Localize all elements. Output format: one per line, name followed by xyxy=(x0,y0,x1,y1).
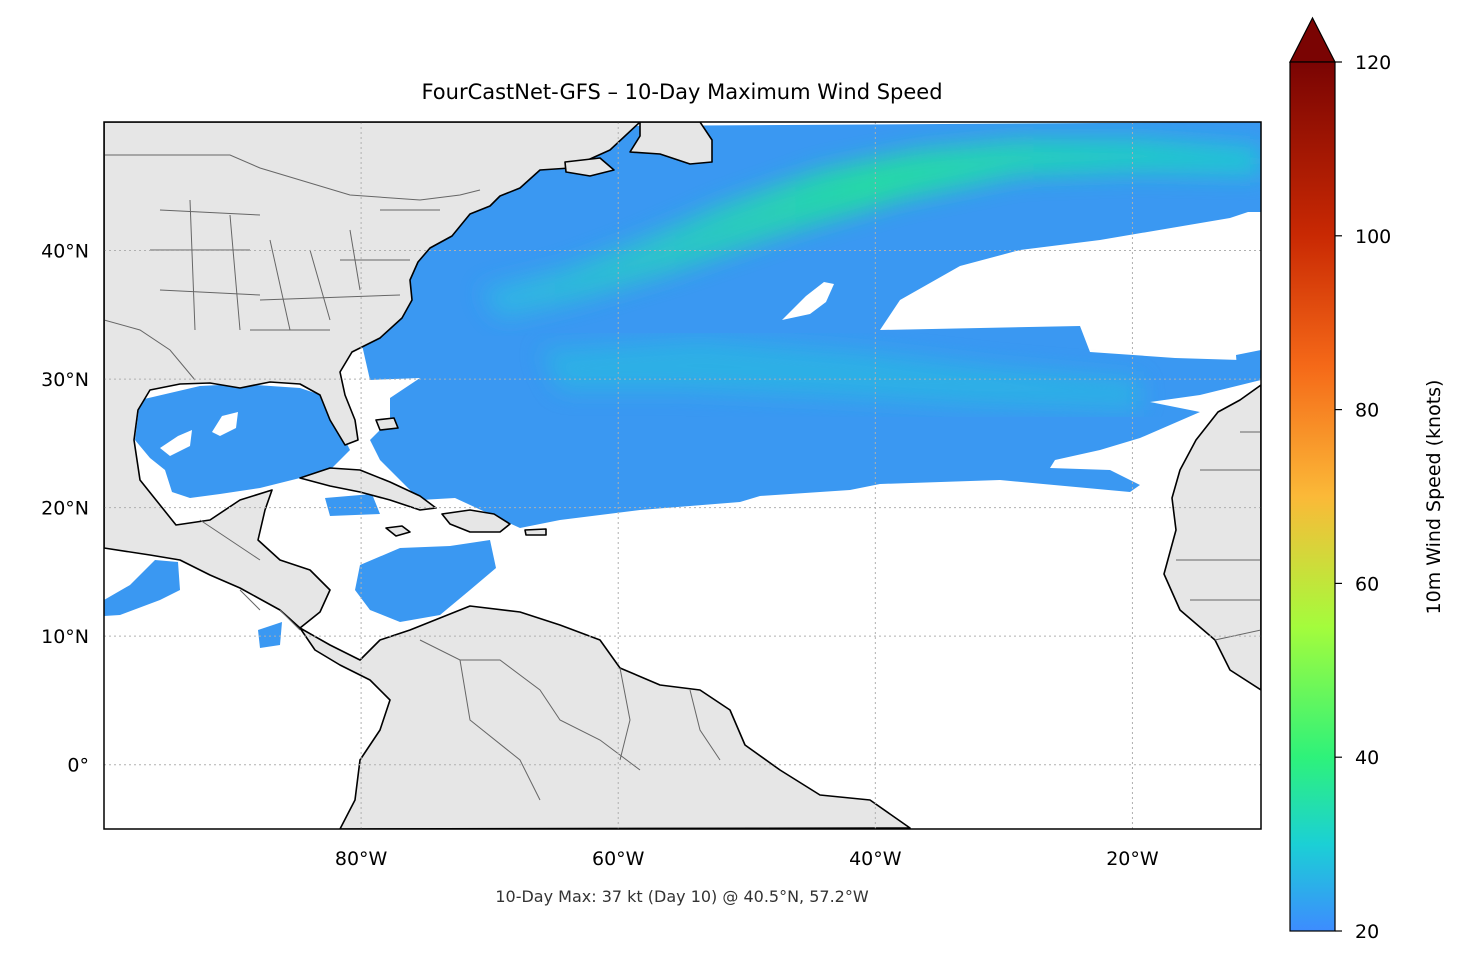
colorbar-extend-arrow xyxy=(1289,16,1336,63)
calm-hole-mid-atlantic xyxy=(782,282,834,320)
land-hispaniola xyxy=(441,509,511,533)
max-wind-annotation: 10-Day Max: 37 kt (Day 10) @ 40.5°N, 57.… xyxy=(495,887,869,906)
wind-field-caribbean xyxy=(355,540,496,622)
wind-field-africa-coast xyxy=(1236,350,1261,382)
border-states-2 xyxy=(250,209,440,331)
land-africa xyxy=(1163,384,1261,691)
calm-hole-gulf-east xyxy=(212,412,238,436)
wind-field-cuba-south xyxy=(325,494,380,516)
border-us-mexico xyxy=(104,319,196,381)
latitude-label: 30°N xyxy=(41,369,89,391)
wind-field-atlantic xyxy=(362,122,1261,528)
land-north-america xyxy=(104,122,641,629)
colorbar-gradient xyxy=(1289,61,1336,932)
latitude-label: 20°N xyxy=(41,498,89,520)
wind-field-central-band xyxy=(540,340,1140,410)
land-pei-nova xyxy=(564,157,615,177)
border-states-1 xyxy=(150,199,361,331)
wind-field-panama xyxy=(258,622,282,648)
colorbar-tick-label: 20 xyxy=(1355,921,1379,943)
map-frame xyxy=(103,121,1262,830)
longitude-label: 40°W xyxy=(849,848,902,870)
longitude-label: 20°W xyxy=(1106,848,1159,870)
latitude-tick-labels: 40°N 30°N 20°N 10°N 0° xyxy=(41,241,89,777)
land-puerto-rico xyxy=(524,528,547,536)
border-central-america xyxy=(199,519,301,631)
wind-field-gulf xyxy=(135,384,350,498)
border-us-canada xyxy=(104,154,481,201)
latitude-label: 10°N xyxy=(41,626,89,648)
wind-field-jet-core xyxy=(480,140,1261,318)
land-newfoundland xyxy=(629,122,713,165)
longitude-label: 60°W xyxy=(592,848,645,870)
border-south-america xyxy=(419,639,721,801)
map-panel: 80°W 60°W 40°W 20°W 40°N 30°N 20°N 10°N 0° xyxy=(41,121,1262,870)
colorbar-label: 10m Wind Speed (knots) xyxy=(1423,380,1445,615)
colorbar-tick-label: 60 xyxy=(1355,573,1379,595)
colorbar-tick-label: 80 xyxy=(1355,400,1379,422)
land-bahamas xyxy=(375,417,399,431)
land-jamaica xyxy=(385,525,411,537)
latitude-label: 40°N xyxy=(41,241,89,263)
calm-hole-gulf-west xyxy=(160,430,192,456)
land-south-america xyxy=(299,605,911,829)
colorbar-tick-label: 120 xyxy=(1355,52,1391,74)
figure-title: FourCastNet-GFS – 10-Day Maximum Wind Sp… xyxy=(421,80,942,104)
land-layer xyxy=(104,122,1261,829)
longitude-tick-labels: 80°W 60°W 40°W 20°W xyxy=(335,848,1159,870)
colorbar-tick-label: 40 xyxy=(1355,747,1379,769)
political-borders xyxy=(104,154,1261,801)
colorbar-tick-label: 100 xyxy=(1355,226,1391,248)
colorbar: 20 40 60 80 100 120 10m Wind Speed (knots) xyxy=(1289,16,1445,943)
border-africa xyxy=(1176,431,1261,641)
latitude-label: 0° xyxy=(67,755,89,777)
colorbar-ticks: 20 40 60 80 100 120 xyxy=(1335,52,1391,943)
wind-field-pacific xyxy=(104,560,180,616)
longitude-label: 80°W xyxy=(335,848,388,870)
